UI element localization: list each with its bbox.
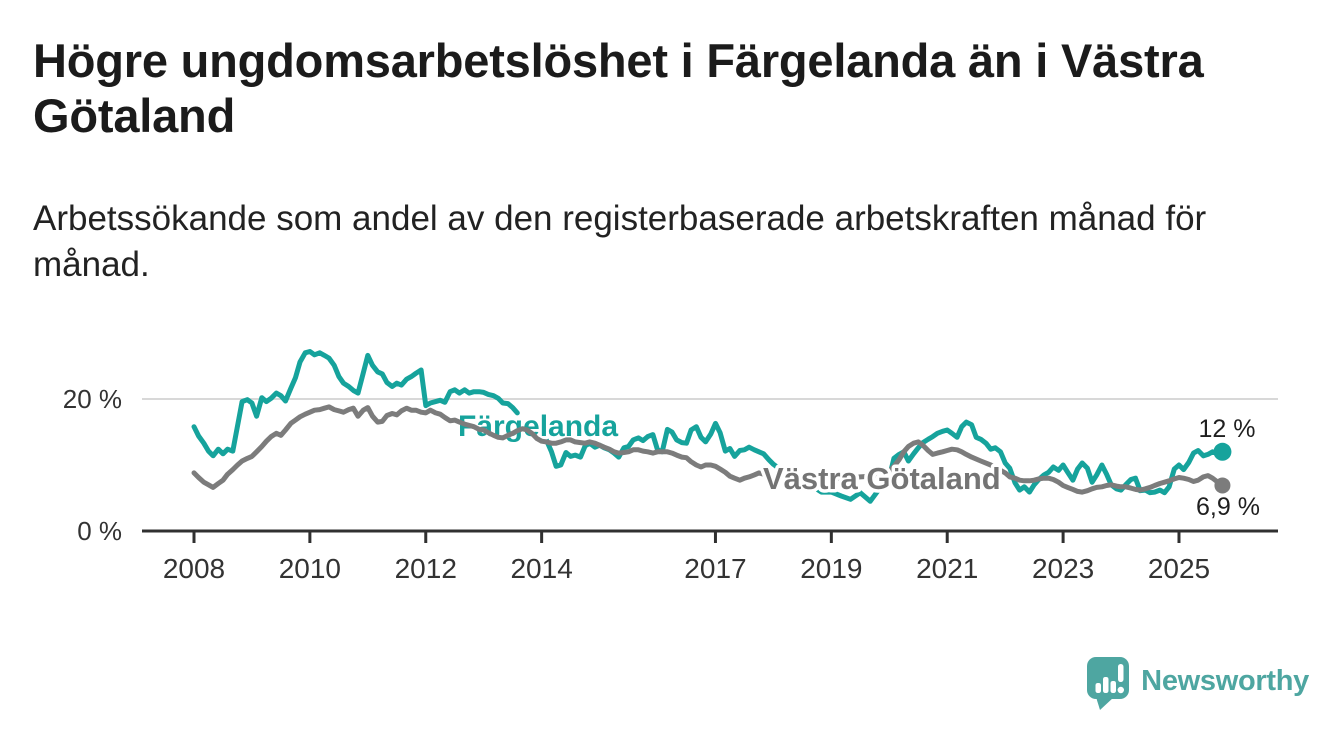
series-line-Färgelanda-seg2 xyxy=(543,419,1225,504)
x-axis-label-2012: 2012 xyxy=(395,553,457,584)
newsworthy-speech-bubble-chart-icon xyxy=(1087,657,1130,710)
series-line-Västra Götaland-seg1 xyxy=(191,404,1225,495)
newsworthy-logo-link[interactable]: Newsworthy xyxy=(1086,652,1309,710)
series-end-dot-Västra Götaland xyxy=(1214,477,1231,494)
x-axis-label-2014: 2014 xyxy=(510,553,572,584)
series-end-dot-Färgelanda xyxy=(1213,442,1232,461)
x-axis-label-2021: 2021 xyxy=(916,553,978,584)
y-axis-label-20: 20 % xyxy=(63,384,122,414)
series-end-value-Västra Götaland: 6,9 % xyxy=(1196,493,1260,521)
series-label-Västra Götaland: Västra Götaland xyxy=(763,461,1001,496)
page-title: Högre ungdomsarbetslöshet i Färgelanda ä… xyxy=(33,34,1204,142)
newsworthy-wordmark: Newsworthy xyxy=(1141,664,1309,697)
x-axis-label-2019: 2019 xyxy=(800,553,862,584)
x-axis-label-2023: 2023 xyxy=(1032,553,1094,584)
x-axis-label-2017: 2017 xyxy=(684,553,746,584)
series-line-Färgelanda-seg1 xyxy=(191,349,520,459)
unemployment-line-chart: 0 % 20 % 2008 2010 2012 2014 2017 2019 2021 2023 2… xyxy=(63,349,1278,584)
page-subtitle: Arbetssökande som andel av den registerb… xyxy=(33,199,1207,285)
x-axis-label-2010: 2010 xyxy=(279,553,341,584)
series-end-value-Färgelanda: 12 % xyxy=(1199,415,1256,443)
x-axis-label-2008: 2008 xyxy=(163,553,225,584)
x-axis-label-2025: 2025 xyxy=(1148,553,1210,584)
y-axis-label-0: 0 % xyxy=(77,516,122,546)
